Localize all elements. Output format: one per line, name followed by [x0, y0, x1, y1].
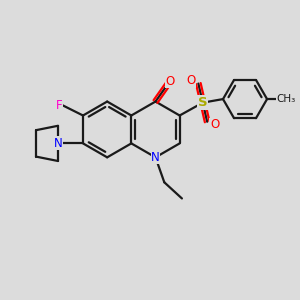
Text: N: N [151, 151, 160, 164]
Text: O: O [210, 118, 219, 131]
Text: O: O [165, 75, 175, 88]
Text: O: O [186, 74, 196, 87]
Text: CH₃: CH₃ [277, 94, 296, 104]
Text: N: N [54, 137, 62, 150]
Text: F: F [56, 99, 63, 112]
Text: S: S [198, 96, 208, 109]
